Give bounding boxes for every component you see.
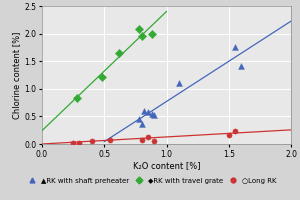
- Y-axis label: Chlorine content [%]: Chlorine content [%]: [13, 31, 22, 119]
- Point: [108, 138, 113, 141]
- Point: [74, 97, 79, 100]
- X-axis label: K₂O content [%]: K₂O content [%]: [133, 161, 200, 170]
- Point: [232, 46, 237, 49]
- Point: [137, 27, 142, 30]
- Point: [71, 141, 76, 144]
- Point: [226, 133, 231, 136]
- Point: [139, 138, 144, 141]
- Point: [117, 51, 122, 55]
- Point: [89, 140, 94, 143]
- Point: [137, 118, 142, 121]
- Point: [177, 82, 182, 85]
- Legend: ▲RK with shaft preheater, ◆RK with travel grate, ○Long RK: ▲RK with shaft preheater, ◆RK with trave…: [26, 178, 276, 184]
- Point: [139, 35, 144, 38]
- Point: [232, 130, 237, 133]
- Point: [149, 112, 154, 115]
- Point: [77, 141, 82, 144]
- Point: [139, 122, 144, 125]
- Point: [99, 75, 104, 78]
- Point: [142, 109, 146, 112]
- Point: [152, 114, 157, 117]
- Point: [152, 140, 157, 143]
- Point: [146, 110, 150, 114]
- Point: [149, 32, 154, 35]
- Point: [239, 64, 244, 67]
- Point: [146, 136, 150, 139]
